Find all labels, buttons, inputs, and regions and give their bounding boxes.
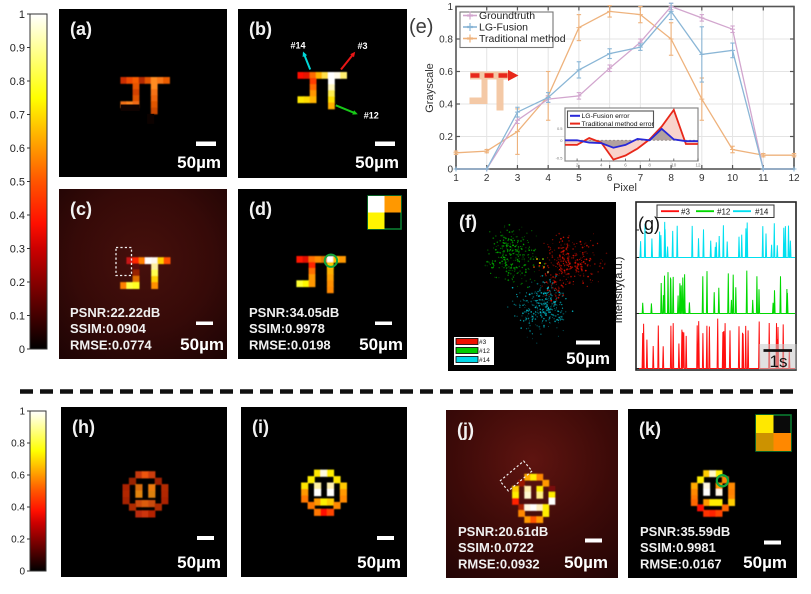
svg-text:(i): (i): [252, 417, 269, 437]
svg-text:0.6: 0.6: [11, 471, 25, 482]
svg-text:(c): (c): [70, 199, 92, 219]
svg-text:50µm: 50µm: [359, 335, 403, 354]
svg-text:50µm: 50µm: [743, 553, 787, 572]
svg-text:PSNR:35.59dB: PSNR:35.59dB: [640, 524, 730, 539]
svg-text:0.6: 0.6: [439, 67, 453, 78]
svg-text:6: 6: [607, 173, 613, 184]
svg-text:0.2: 0.2: [439, 132, 453, 143]
svg-text:PSNR:20.61dB: PSNR:20.61dB: [458, 524, 548, 539]
svg-text:RMSE:0.0932: RMSE:0.0932: [458, 556, 540, 571]
svg-text:#3: #3: [479, 339, 487, 346]
svg-text:#14: #14: [755, 207, 769, 216]
svg-text:Traditional method: Traditional method: [479, 33, 566, 45]
svg-text:RMSE:0.0167: RMSE:0.0167: [640, 556, 722, 571]
svg-text:12: 12: [788, 173, 800, 184]
svg-text:(k): (k): [639, 419, 661, 439]
svg-text:0.4: 0.4: [11, 503, 25, 514]
svg-text:0.5: 0.5: [10, 176, 25, 188]
svg-text:0.2: 0.2: [10, 277, 25, 289]
svg-text:8: 8: [668, 173, 674, 184]
svg-text:0.4: 0.4: [10, 210, 25, 222]
svg-text:3: 3: [515, 173, 521, 184]
svg-text:Intensity(a.u.): Intensity(a.u.): [613, 257, 625, 324]
svg-text:50µm: 50µm: [177, 153, 221, 172]
svg-text:(j): (j): [457, 420, 474, 440]
svg-text:50µm: 50µm: [357, 553, 401, 572]
svg-text:11: 11: [758, 173, 769, 184]
svg-text:4: 4: [600, 163, 603, 168]
svg-text:SSIM:0.0722: SSIM:0.0722: [458, 540, 534, 555]
svg-text:0.8: 0.8: [10, 76, 25, 88]
svg-text:0: 0: [560, 138, 563, 143]
svg-text:2: 2: [576, 163, 579, 168]
svg-text:#14: #14: [291, 41, 306, 51]
svg-text:RMSE:0.0198: RMSE:0.0198: [249, 337, 331, 352]
svg-text:12: 12: [695, 163, 701, 168]
svg-text:0.9: 0.9: [10, 42, 25, 54]
svg-text:2: 2: [484, 173, 490, 184]
svg-text:PSNR:22.22dB: PSNR:22.22dB: [70, 305, 160, 320]
svg-text:0.7: 0.7: [10, 109, 25, 121]
svg-text:(d): (d): [249, 199, 272, 219]
svg-text:8: 8: [648, 163, 651, 168]
svg-text:#12: #12: [364, 111, 379, 121]
svg-text:0.1: 0.1: [10, 310, 25, 322]
svg-text:1: 1: [19, 407, 25, 418]
svg-text:0.6: 0.6: [10, 143, 25, 155]
svg-text:50µm: 50µm: [355, 153, 399, 172]
svg-text:0: 0: [447, 165, 453, 176]
svg-text:0.8: 0.8: [11, 439, 25, 450]
svg-text:50µm: 50µm: [564, 553, 608, 572]
svg-text:5: 5: [576, 173, 582, 184]
svg-text:0.2: 0.2: [11, 535, 25, 546]
svg-text:#14: #14: [479, 357, 490, 364]
svg-text:6: 6: [624, 163, 627, 168]
svg-text:0.5: 0.5: [557, 126, 563, 131]
svg-text:0: 0: [19, 344, 25, 356]
svg-text:0.3: 0.3: [10, 243, 25, 255]
svg-text:50µm: 50µm: [566, 349, 610, 368]
svg-text:SSIM:0.9978: SSIM:0.9978: [249, 321, 325, 336]
svg-text:1: 1: [19, 9, 25, 21]
svg-text:0.8: 0.8: [439, 35, 453, 46]
svg-text:(a): (a): [70, 19, 92, 39]
svg-text:RMSE:0.0774: RMSE:0.0774: [70, 337, 152, 352]
svg-text:#12: #12: [717, 207, 731, 216]
svg-text:50µm: 50µm: [177, 553, 221, 572]
svg-text:SSIM:0.0904: SSIM:0.0904: [70, 321, 147, 336]
svg-text:10: 10: [727, 173, 739, 184]
svg-text:Pixel: Pixel: [613, 182, 637, 194]
svg-text:1: 1: [447, 2, 453, 13]
svg-text:(e): (e): [409, 16, 433, 38]
svg-text:10: 10: [671, 163, 677, 168]
svg-text:9: 9: [699, 173, 705, 184]
svg-text:0: 0: [19, 567, 25, 578]
svg-text:4: 4: [545, 173, 551, 184]
svg-text:#3: #3: [681, 207, 690, 216]
svg-text:LG-Fusion error: LG-Fusion error: [582, 113, 631, 120]
svg-text:Groundtruth: Groundtruth: [479, 10, 535, 22]
svg-text:1: 1: [453, 173, 459, 184]
svg-text:#3: #3: [358, 41, 368, 51]
svg-text:-0.5: -0.5: [556, 156, 564, 161]
svg-text:(h): (h): [72, 417, 95, 437]
svg-text:0.4: 0.4: [439, 100, 453, 111]
svg-text:Traditional method error: Traditional method error: [582, 121, 655, 128]
svg-text:Grayscale: Grayscale: [424, 63, 436, 113]
svg-text:(b): (b): [249, 19, 272, 39]
svg-text:PSNR:34.05dB: PSNR:34.05dB: [249, 305, 339, 320]
svg-text:50µm: 50µm: [180, 335, 224, 354]
svg-text:7: 7: [638, 173, 644, 184]
svg-text:1s: 1s: [770, 352, 788, 371]
svg-text:SSIM:0.9981: SSIM:0.9981: [640, 540, 716, 555]
svg-text:(f): (f): [459, 212, 477, 232]
svg-text:#12: #12: [479, 348, 490, 355]
svg-text:(g): (g): [638, 214, 660, 234]
svg-text:LG-Fusion: LG-Fusion: [479, 22, 528, 34]
